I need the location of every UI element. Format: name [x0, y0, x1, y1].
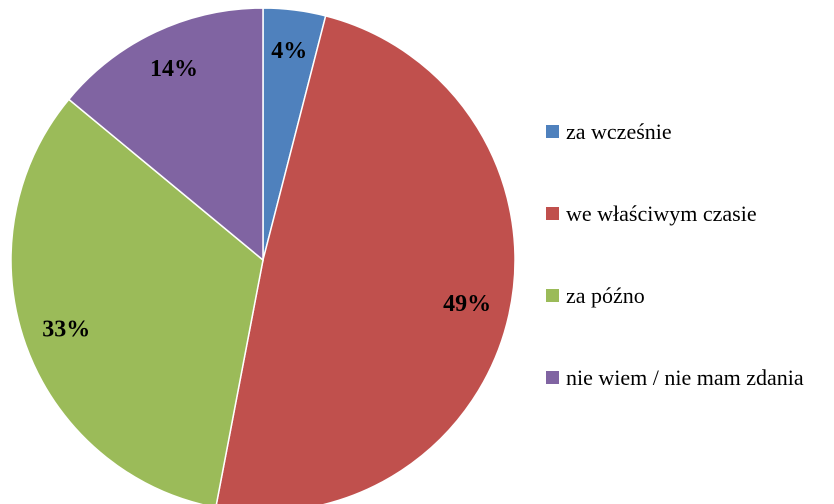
legend-label: za późno [566, 283, 645, 308]
pie-slice [67, 7, 264, 262]
data-label: 33% [42, 316, 90, 342]
legend-swatch [546, 125, 559, 138]
legend-item: za późno [546, 280, 832, 362]
legend: za wcześnie we właściwym czasie za późno ni… [546, 116, 832, 444]
legend-swatch [546, 289, 559, 302]
legend-item: za wcześnie [546, 116, 832, 198]
legend-item: we właściwym czasie [546, 198, 832, 280]
data-label: 49% [443, 291, 491, 317]
legend-label: nie wiem / nie mam zdania [566, 365, 804, 390]
legend-item: nie wiem / nie mam zdania [546, 362, 832, 444]
pie-slice [10, 98, 264, 504]
legend-swatch [546, 207, 559, 220]
legend-label: za wcześnie [566, 119, 672, 144]
data-label: 4% [271, 38, 307, 64]
legend-swatch [546, 371, 559, 384]
legend-label: we właściwym czasie [566, 201, 757, 226]
data-label: 14% [150, 56, 198, 82]
